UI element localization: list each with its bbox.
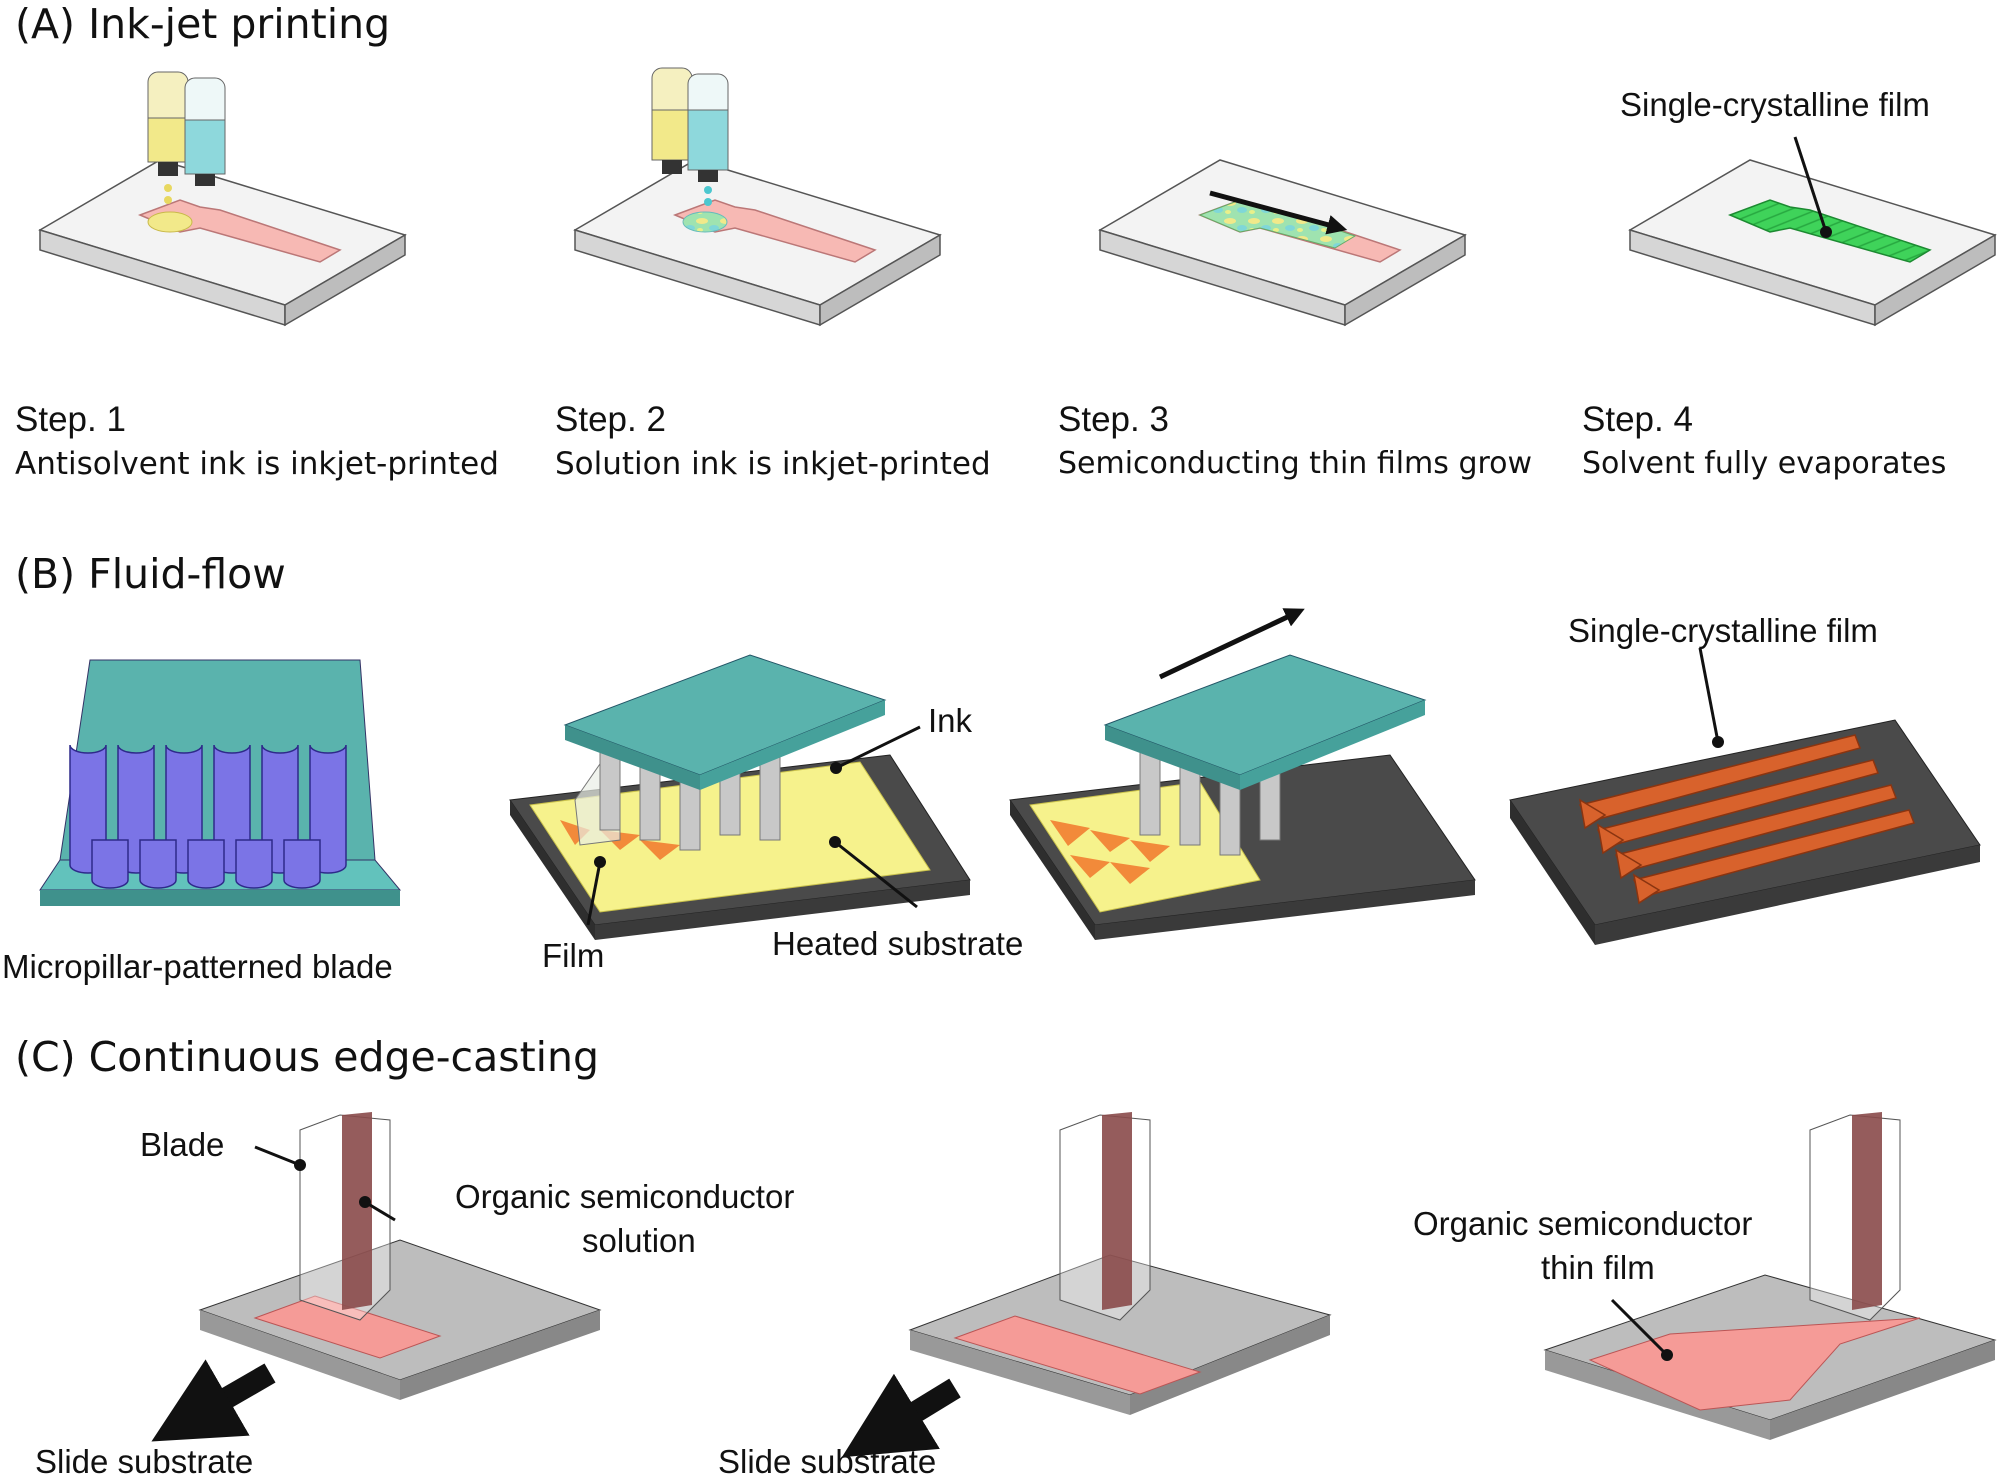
edge-casting-step1-illustration [151, 1112, 602, 1442]
slide-direction-arrow-1 [151, 1359, 276, 1442]
panel-a-step4-illustration [1628, 136, 1997, 327]
step-4-caption: Solvent fully evaporates [1582, 446, 1947, 481]
panel-a-step3-illustration [1098, 159, 1467, 327]
fluid-flow-step1-illustration [509, 654, 971, 940]
heated-substrate-label: Heated substrate [772, 925, 1024, 962]
thin-film-label-line2: thin film [1541, 1249, 1655, 1286]
step-1-label: Step. 1 [15, 400, 126, 439]
film-label: Film [542, 937, 605, 974]
solution-label-line2: solution [582, 1222, 696, 1259]
step-2-label: Step. 2 [555, 400, 666, 439]
edge-casting-step2-illustration [841, 1112, 1332, 1458]
fluid-flow-result-illustration [1509, 647, 1981, 945]
edge-blade-label: Blade [140, 1126, 225, 1163]
slide-substrate-label-1: Slide substrate [35, 1443, 254, 1480]
blade-label: Micropillar-patterned blade [2, 948, 393, 985]
step-4-label: Step. 4 [1582, 400, 1693, 439]
dispenser-nozzles [147, 71, 226, 186]
step-2-caption: Solution ink is inkjet-printed [555, 446, 991, 482]
solution-label-line1: Organic semiconductor [455, 1178, 795, 1215]
panel-b-title: (B) Fluid-flow [15, 550, 286, 598]
step-3-label: Step. 3 [1058, 400, 1169, 439]
film-pointer-line [1793, 136, 1828, 233]
micropillar-blade-illustration [39, 659, 402, 906]
growth-direction-arrow [1209, 190, 1348, 235]
panel-a-title: (A) Ink-jet printing [15, 0, 391, 48]
ink-label: Ink [928, 702, 973, 739]
step-3-caption: Semiconducting thin films grow [1058, 446, 1533, 481]
step-1-caption: Antisolvent ink is inkjet-printed [15, 446, 499, 482]
panel-a-step1-illustration [38, 71, 407, 327]
panel-b-film-label: Single-crystalline film [1568, 612, 1878, 649]
panel-a-step2-illustration [573, 67, 942, 327]
fluid-flow-step2-illustration [1009, 608, 1476, 940]
panel-a-film-label: Single-crystalline film [1620, 86, 1930, 123]
panel-c-title: (C) Continuous edge-casting [15, 1033, 600, 1081]
slide-substrate-label-2: Slide substrate [718, 1443, 937, 1480]
edge-casting-step3-illustration [1543, 1112, 1997, 1440]
thin-film-label-line1: Organic semiconductor [1413, 1205, 1753, 1242]
slide-direction-arrow-2 [841, 1373, 961, 1458]
blade-motion-arrow [1158, 608, 1305, 680]
